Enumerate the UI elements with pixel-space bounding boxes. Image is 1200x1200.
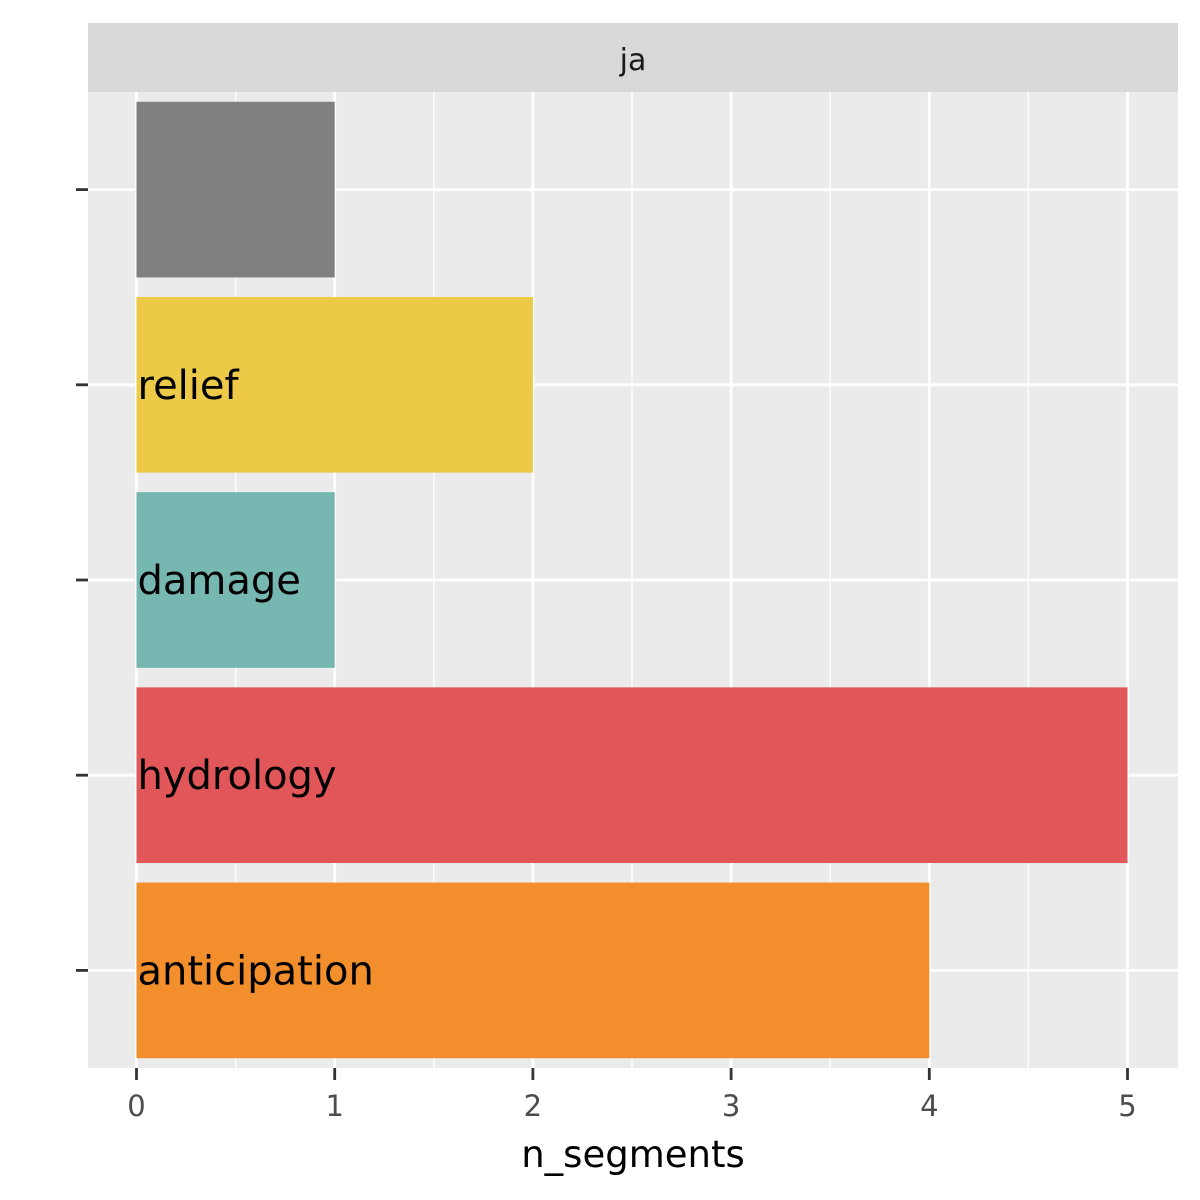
bar-label: anticipation bbox=[138, 948, 374, 994]
x-tick-label: 2 bbox=[524, 1089, 542, 1123]
bar-labels: anticipation hydrology damage relief bbox=[138, 363, 374, 995]
facet-label: ja bbox=[619, 43, 647, 78]
x-tick-label: 1 bbox=[325, 1089, 343, 1123]
bar bbox=[136, 687, 1128, 864]
x-tick-label: 4 bbox=[920, 1089, 938, 1123]
x-tick-label: 5 bbox=[1118, 1089, 1136, 1123]
bar bbox=[136, 296, 533, 473]
bars bbox=[136, 101, 1128, 1059]
x-tick-label: 3 bbox=[722, 1089, 740, 1123]
y-axis-ticks bbox=[76, 188, 88, 972]
bar-label: hydrology bbox=[138, 753, 337, 799]
x-axis-ticks: 0 1 2 3 4 5 bbox=[127, 1068, 1137, 1123]
bar-label: relief bbox=[138, 363, 240, 409]
x-axis-title: n_segments bbox=[521, 1133, 745, 1176]
bar bbox=[136, 492, 335, 668]
bar bbox=[136, 101, 335, 278]
bar bbox=[136, 882, 930, 1059]
facet-strip bbox=[88, 23, 1178, 92]
x-tick-label: 0 bbox=[127, 1089, 145, 1123]
bar-label: damage bbox=[138, 558, 301, 604]
